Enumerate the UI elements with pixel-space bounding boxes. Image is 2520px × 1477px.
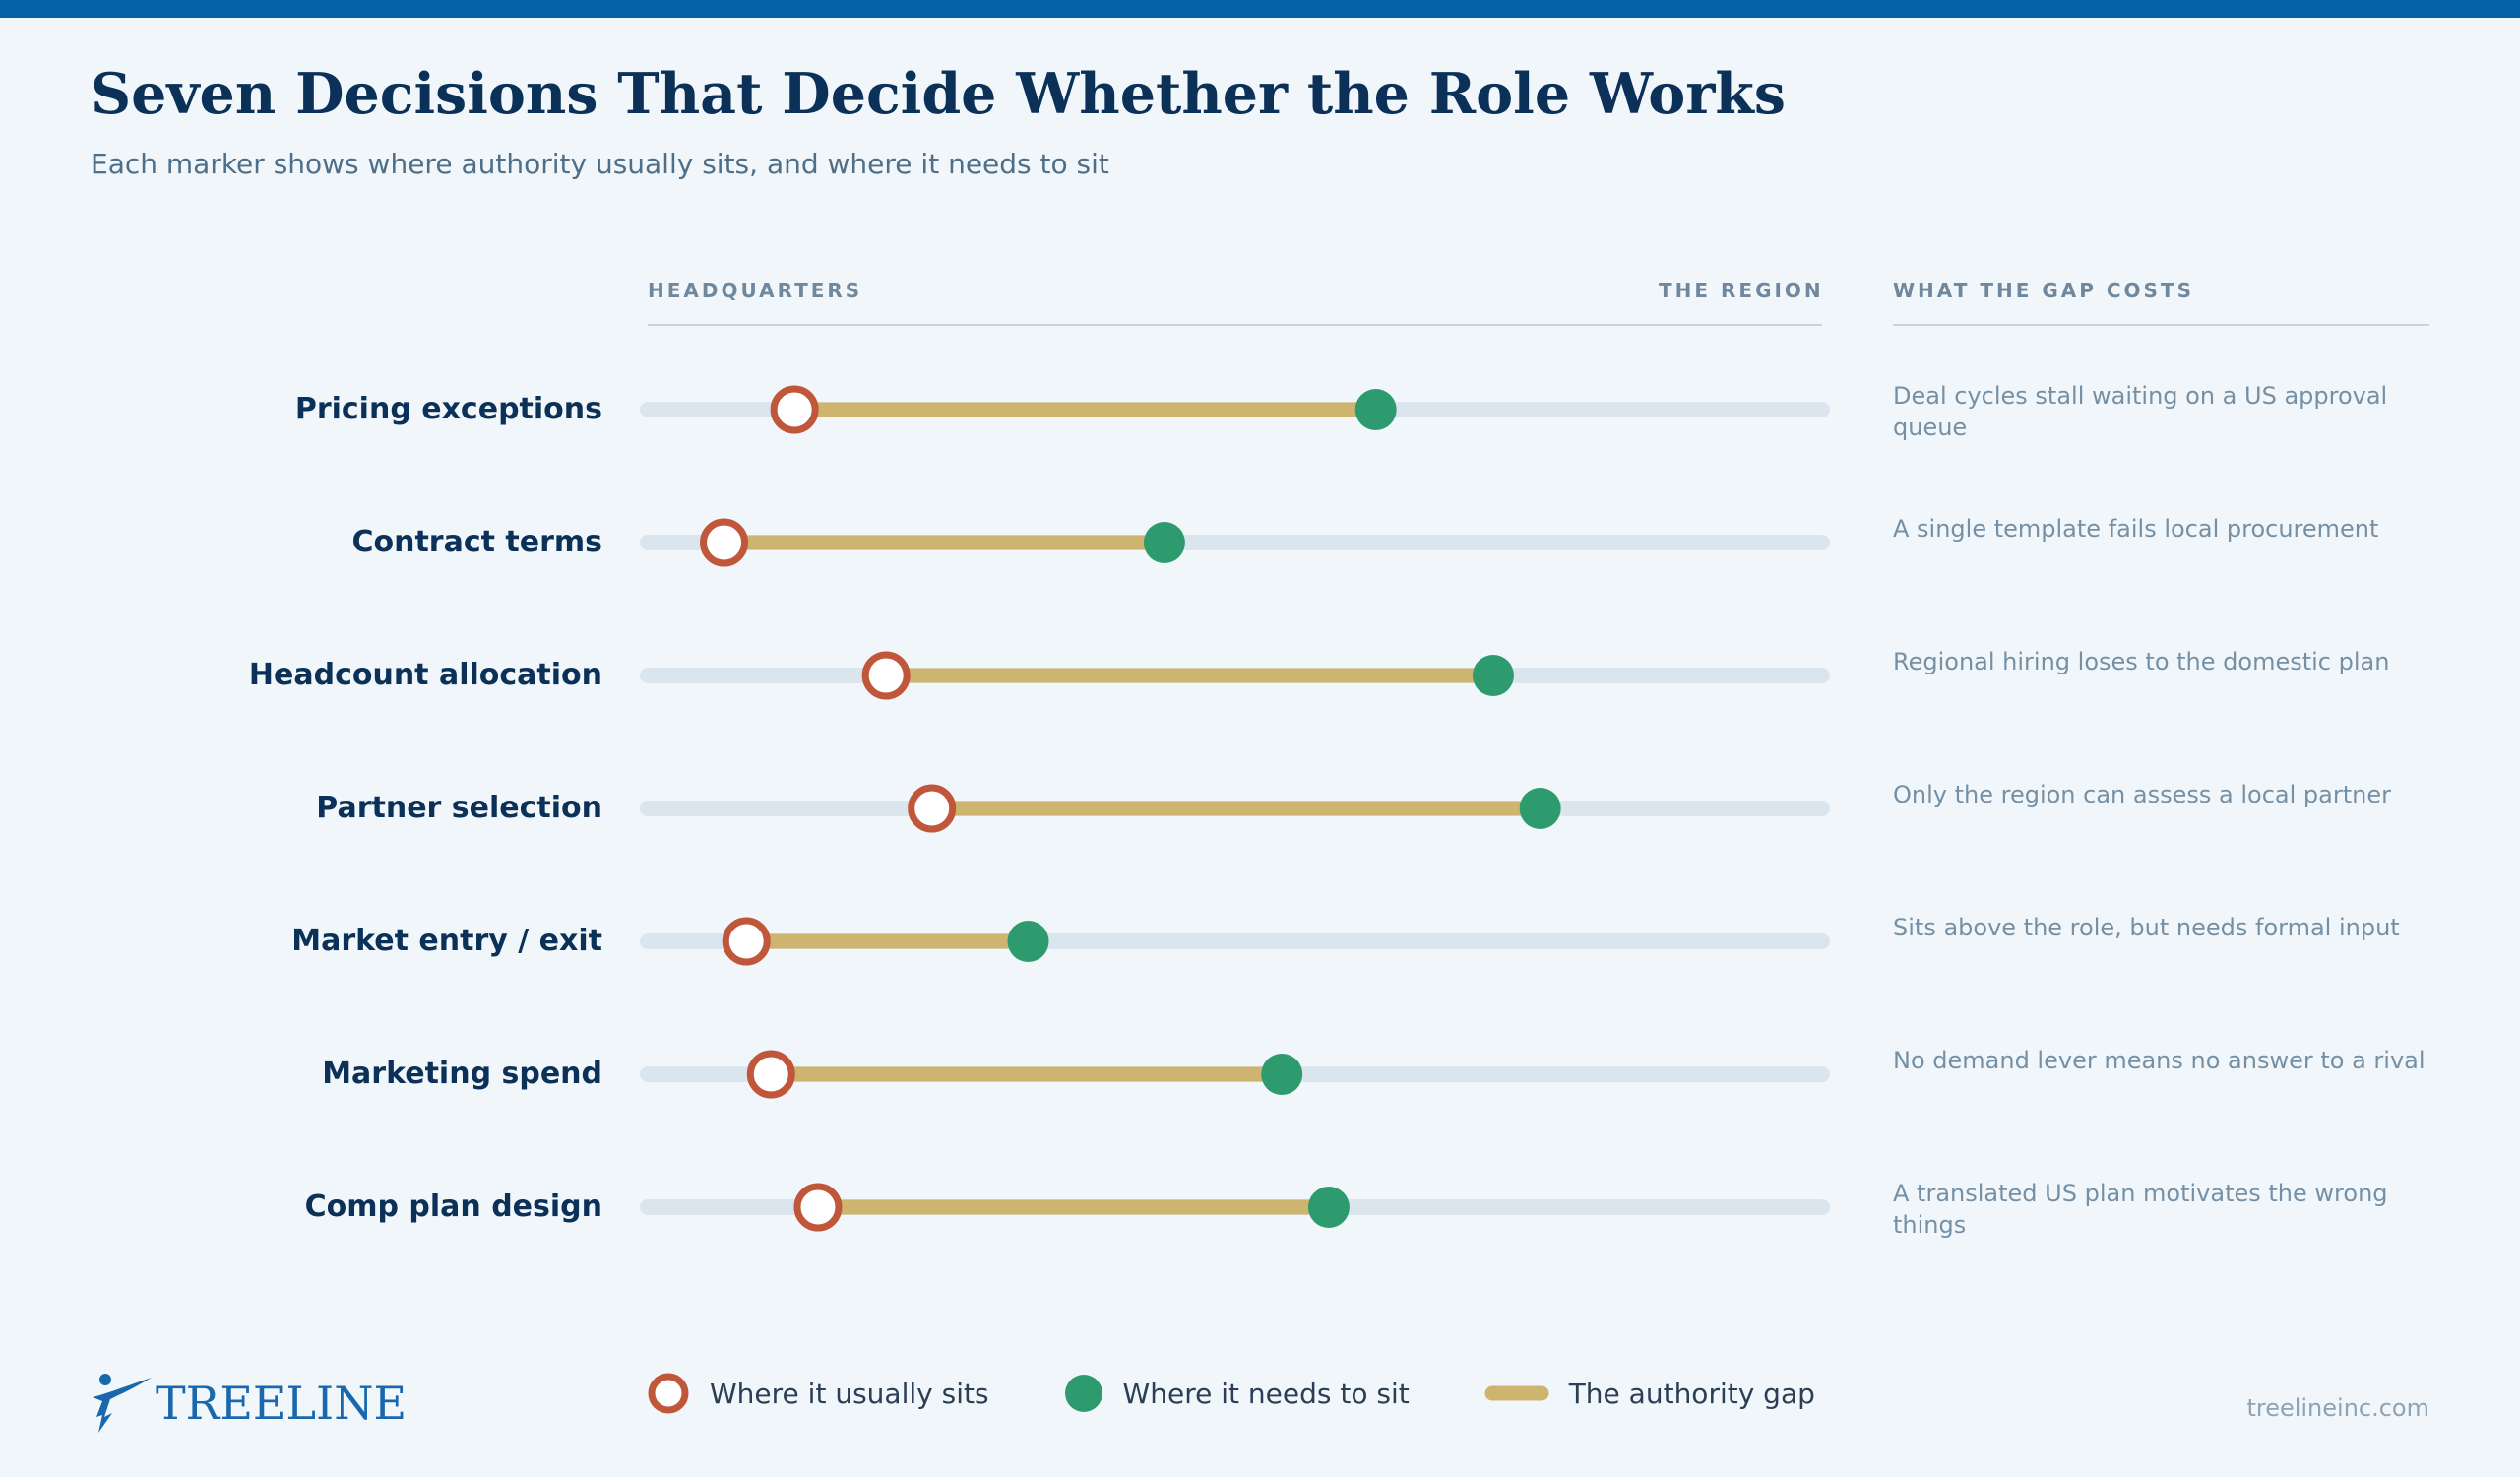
needs-marker-1	[1143, 522, 1185, 563]
legend-label-usually: Where it usually sits	[710, 1377, 989, 1410]
cost-header-rule	[1893, 324, 2429, 326]
footer-url: treelineinc.com	[2246, 1394, 2429, 1422]
page-title: Seven Decisions That Decide Whether the …	[91, 61, 1786, 127]
legend-label-needs: Where it needs to sit	[1122, 1377, 1410, 1410]
usually-marker-3	[908, 784, 957, 833]
row-label-1: Contract terms	[351, 525, 602, 559]
legend-item-gap: The authority gap	[1484, 1378, 1815, 1410]
usually-marker-2	[861, 651, 911, 700]
row-label-3: Partner selection	[316, 791, 602, 825]
cost-text-5: No demand lever means no answer to a riv…	[1893, 1047, 2426, 1074]
needs-marker-3	[1519, 788, 1561, 829]
top-accent-bar	[0, 0, 2520, 18]
needs-marker-5	[1261, 1054, 1303, 1095]
row-label-0: Pricing exceptions	[295, 392, 602, 426]
row-label-4: Market entry / exit	[291, 924, 602, 958]
usually-marker-5	[746, 1050, 795, 1099]
needs-marker-4	[1007, 921, 1049, 962]
cost-text-6: A translated US plan motivates the wrong…	[1893, 1180, 2388, 1239]
chart-legend: Where it usually sits Where it needs to …	[647, 1372, 1890, 1415]
usually-marker-1	[700, 518, 749, 567]
needs-marker-0	[1354, 389, 1397, 430]
cost-text-0: Deal cycles stall waiting on a US approv…	[1893, 382, 2388, 441]
legend-item-usually: Where it usually sits	[647, 1372, 989, 1415]
row-label-2: Headcount allocation	[249, 658, 602, 692]
treeline-logo: TREELINE	[89, 1369, 407, 1438]
needs-marker-6	[1307, 1187, 1350, 1228]
page-subtitle: Each marker shows where authority usuall…	[91, 148, 1109, 180]
cost-text-2: Regional hiring loses to the domestic pl…	[1893, 648, 2390, 675]
filled-circle-icon	[1064, 1375, 1102, 1412]
usually-marker-4	[722, 917, 771, 966]
cost-text-3: Only the region can assess a local partn…	[1893, 781, 2391, 808]
needs-marker-2	[1472, 655, 1514, 696]
usually-marker-0	[770, 385, 819, 434]
hollow-circle-icon	[648, 1373, 689, 1414]
row-label-5: Marketing spend	[322, 1057, 602, 1091]
usually-marker-6	[793, 1183, 843, 1232]
cost-column-heading: WHAT THE GAP COSTS	[1893, 279, 2194, 302]
row-label-6: Comp plan design	[305, 1189, 602, 1224]
cost-text-1: A single template fails local procuremen…	[1893, 515, 2379, 543]
legend-item-needs: Where it needs to sit	[1064, 1374, 1410, 1413]
cost-text-4: Sits above the role, but needs formal in…	[1893, 914, 2400, 941]
legend-label-gap: The authority gap	[1568, 1377, 1815, 1410]
gap-bar-icon	[1484, 1385, 1549, 1401]
axis-label-region: THE REGION	[1659, 279, 1824, 302]
logo-wordmark: TREELINE	[156, 1377, 408, 1430]
axis-header-rule	[648, 324, 1822, 326]
treeline-figure-icon	[93, 1374, 152, 1433]
axis-label-headquarters: HEADQUARTERS	[648, 279, 863, 302]
